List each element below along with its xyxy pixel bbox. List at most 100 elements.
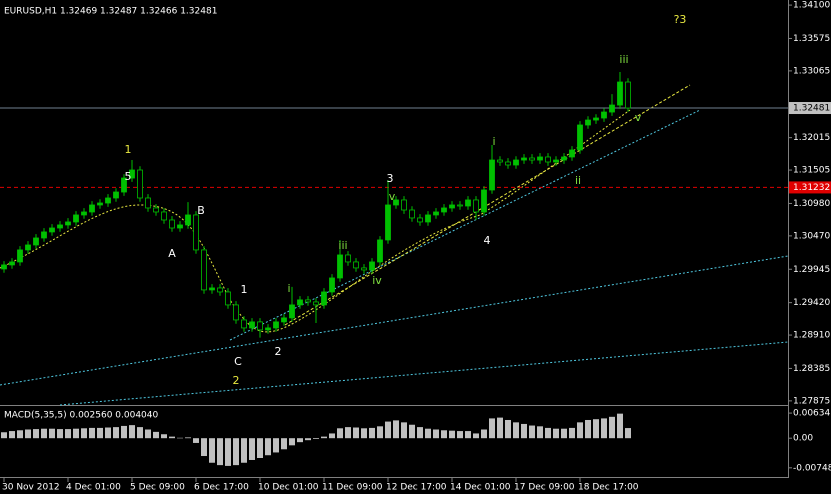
y-tick-label: 1.30470 bbox=[793, 231, 830, 241]
wave-label: 2 bbox=[275, 345, 282, 358]
candle-body bbox=[177, 224, 183, 229]
candle-body bbox=[377, 239, 383, 263]
candle-body bbox=[97, 202, 103, 206]
histogram-bar bbox=[89, 427, 95, 439]
candle-body bbox=[337, 254, 343, 279]
candle-body bbox=[489, 159, 495, 191]
histogram-bar bbox=[241, 438, 247, 463]
candle-body bbox=[417, 217, 423, 223]
histogram-bar bbox=[329, 433, 335, 439]
candle-body bbox=[153, 207, 159, 213]
histogram-bar bbox=[265, 438, 271, 456]
y-tick-label: 1.29945 bbox=[793, 265, 830, 275]
histogram-bar bbox=[57, 429, 63, 439]
histogram-bar bbox=[361, 428, 367, 439]
histogram-bar bbox=[481, 429, 487, 439]
histogram-bar bbox=[553, 428, 559, 439]
histogram-bar bbox=[625, 428, 631, 439]
indicator-title: MACD(5,35,5) 0.002560 0.004040 bbox=[4, 411, 159, 421]
candle-body bbox=[9, 261, 15, 266]
candle-body bbox=[577, 124, 583, 151]
candle-body bbox=[345, 254, 351, 263]
candle-body bbox=[57, 224, 63, 229]
candle-body bbox=[569, 149, 575, 158]
candle-body bbox=[441, 207, 447, 213]
wave-label: v bbox=[389, 190, 396, 203]
candle-body bbox=[585, 119, 591, 126]
histogram-bar bbox=[185, 437, 191, 439]
histogram-bar bbox=[433, 429, 439, 439]
candle-body bbox=[113, 191, 119, 199]
histogram-bar bbox=[593, 419, 599, 439]
y-tick-label: 1.28385 bbox=[793, 364, 830, 374]
histogram-bar bbox=[441, 430, 447, 439]
histogram-bar bbox=[297, 438, 303, 443]
y-tick-label: 1.30980 bbox=[793, 199, 830, 209]
candle-body bbox=[73, 214, 79, 223]
price-label: 1.32481 bbox=[793, 104, 830, 114]
candle-body bbox=[409, 209, 415, 219]
histogram-bar bbox=[401, 422, 407, 439]
histogram-bar bbox=[569, 427, 575, 439]
candle-body bbox=[49, 227, 55, 233]
histogram-bar bbox=[169, 436, 175, 439]
wave-label: 2 bbox=[233, 374, 240, 387]
histogram-bar bbox=[425, 428, 431, 439]
candle-body bbox=[89, 204, 95, 213]
candle-body bbox=[1, 264, 7, 270]
candle-body bbox=[193, 214, 199, 251]
wave-label: i bbox=[287, 282, 290, 295]
wave-label: iii bbox=[619, 53, 628, 66]
histogram-bar bbox=[81, 428, 87, 439]
trend-line bbox=[0, 255, 789, 386]
candle-body bbox=[217, 287, 223, 293]
histogram-bar bbox=[505, 419, 511, 439]
candle-body bbox=[529, 157, 535, 161]
y-tick-label: 1.28910 bbox=[793, 331, 830, 341]
wave-label: 5 bbox=[125, 170, 132, 183]
candle-body bbox=[81, 211, 87, 216]
histogram-bar bbox=[529, 425, 535, 439]
candle-body bbox=[553, 159, 559, 163]
candle-body bbox=[457, 204, 463, 207]
histogram-bar bbox=[121, 425, 127, 439]
trend-line bbox=[229, 109, 701, 341]
wave-label: C bbox=[234, 355, 242, 368]
candle-body bbox=[505, 161, 511, 166]
histogram-bar bbox=[145, 429, 151, 439]
histogram-bar bbox=[537, 426, 543, 439]
x-tick-label: 4 Dec 01:00 bbox=[66, 483, 121, 493]
candle-body bbox=[33, 237, 39, 246]
wave-label: 3 bbox=[387, 172, 394, 185]
candle-body bbox=[161, 211, 167, 221]
candle-body bbox=[537, 156, 543, 161]
wave-label: v bbox=[635, 111, 642, 124]
x-tick-label: 14 Dec 01:00 bbox=[450, 483, 511, 493]
histogram-bar bbox=[49, 428, 55, 439]
trend-line bbox=[59, 341, 789, 406]
wave-label: A bbox=[168, 247, 176, 260]
histogram-bar bbox=[393, 420, 399, 439]
price-box bbox=[789, 102, 831, 115]
x-tick-label: 5 Dec 09:00 bbox=[130, 483, 185, 493]
y-tick-label: 1.34100 bbox=[793, 1, 830, 11]
histogram-bar bbox=[457, 431, 463, 439]
histogram-bar bbox=[409, 424, 415, 439]
x-tick-label: 10 Dec 01:00 bbox=[258, 483, 319, 493]
histogram-bar bbox=[449, 430, 455, 439]
histogram-bar bbox=[513, 422, 519, 439]
candle-body bbox=[513, 159, 519, 166]
histogram-bar bbox=[521, 423, 527, 439]
wave-label: 1 bbox=[125, 143, 132, 156]
histogram-bar bbox=[337, 428, 343, 439]
histogram-bar bbox=[193, 438, 199, 443]
histogram-bar bbox=[161, 434, 167, 439]
candle-body bbox=[305, 299, 311, 303]
candle-body bbox=[361, 267, 367, 271]
histogram-bar bbox=[25, 429, 31, 439]
x-tick-label: 11 Dec 09:00 bbox=[322, 483, 383, 493]
histogram-bar bbox=[33, 429, 39, 439]
candle-body bbox=[481, 189, 487, 213]
candle-body bbox=[329, 277, 335, 293]
